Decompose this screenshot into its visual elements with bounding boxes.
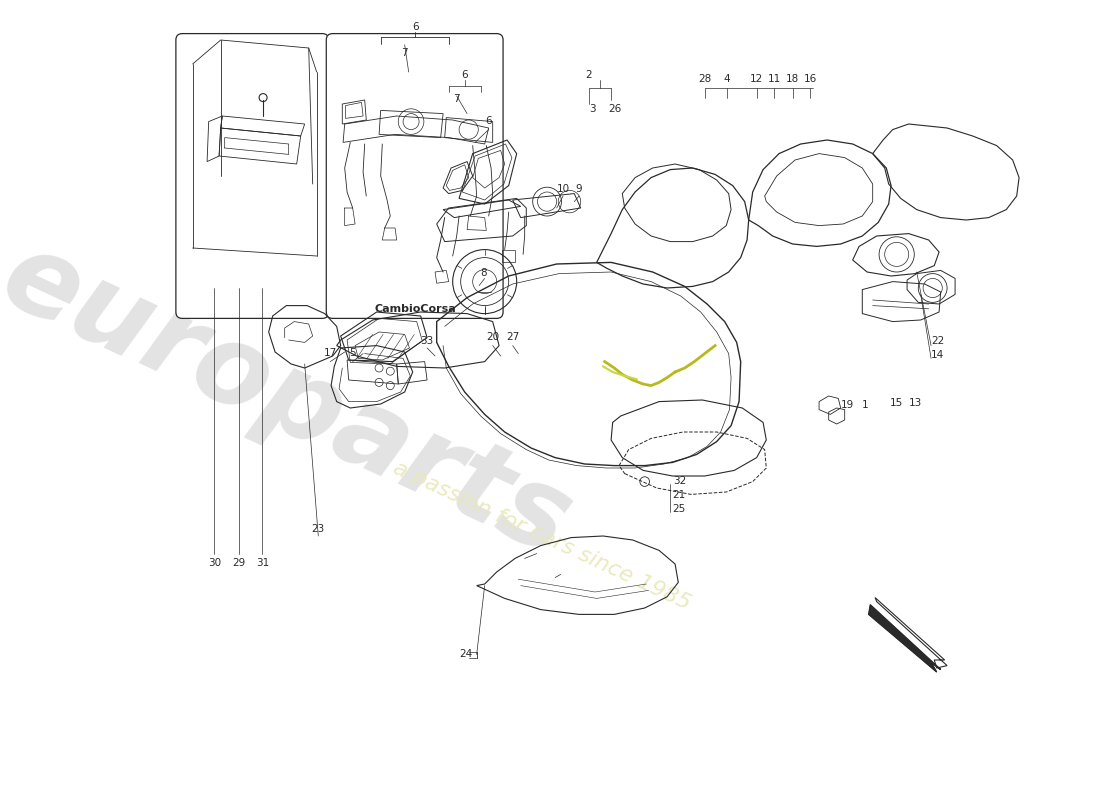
Text: a passion for cars since 1985: a passion for cars since 1985 — [390, 458, 694, 614]
Text: 9: 9 — [575, 184, 582, 194]
Polygon shape — [869, 605, 940, 672]
Text: 3: 3 — [588, 104, 595, 114]
Text: 17: 17 — [323, 349, 337, 358]
Text: 21: 21 — [673, 490, 686, 500]
Text: CambioCorsa: CambioCorsa — [374, 304, 456, 314]
Text: 6: 6 — [411, 22, 418, 32]
Text: 8: 8 — [481, 268, 487, 278]
Text: 7: 7 — [402, 48, 408, 58]
FancyBboxPatch shape — [176, 34, 329, 318]
Text: 23: 23 — [311, 525, 324, 534]
Text: 24: 24 — [460, 650, 473, 659]
Text: 12: 12 — [750, 74, 763, 84]
Text: 11: 11 — [768, 74, 781, 84]
Text: 13: 13 — [909, 398, 922, 408]
Text: 20: 20 — [486, 333, 499, 342]
Text: 6: 6 — [461, 70, 468, 80]
Text: 29: 29 — [232, 558, 245, 568]
Text: 10: 10 — [557, 184, 570, 194]
Text: 32: 32 — [673, 475, 686, 486]
Text: 15: 15 — [890, 398, 903, 408]
Text: 25: 25 — [673, 504, 686, 514]
Text: 22: 22 — [931, 336, 944, 346]
Text: 7: 7 — [453, 94, 460, 104]
Text: 4: 4 — [724, 74, 730, 84]
Text: 19: 19 — [840, 401, 854, 410]
FancyBboxPatch shape — [327, 34, 503, 318]
Text: europarts: europarts — [0, 222, 588, 578]
Text: 18: 18 — [786, 74, 800, 84]
Text: 27: 27 — [506, 333, 519, 342]
Text: 2: 2 — [585, 70, 592, 80]
Text: 16: 16 — [804, 74, 817, 84]
Text: 28: 28 — [698, 74, 712, 84]
Text: 26: 26 — [608, 104, 622, 114]
Text: 1: 1 — [861, 401, 868, 410]
Text: 33: 33 — [420, 336, 433, 346]
Text: 30: 30 — [208, 558, 221, 568]
Text: 6: 6 — [485, 116, 492, 126]
Text: 31: 31 — [255, 558, 268, 568]
Text: 5: 5 — [350, 349, 356, 358]
Text: 14: 14 — [931, 350, 944, 360]
